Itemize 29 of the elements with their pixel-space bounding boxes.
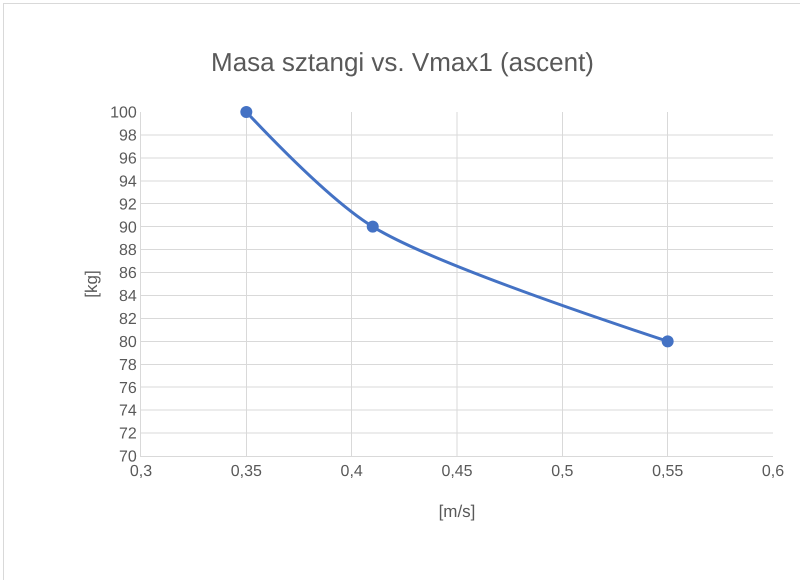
chart-title: Masa sztangi vs. Vmax1 (ascent) — [211, 46, 594, 77]
y-tick-label: 88 — [119, 242, 137, 260]
y-tick-label: 90 — [119, 219, 137, 236]
y-tick-label: 84 — [119, 288, 137, 306]
y-tick-label: 80 — [119, 334, 137, 351]
x-tick-label: 0,55 — [652, 463, 684, 480]
y-tick-label: 82 — [119, 311, 137, 328]
y-tick-label: 96 — [119, 150, 137, 168]
y-tick-label: 74 — [119, 402, 137, 420]
x-tick-label: 0,35 — [230, 463, 262, 480]
x-tick-label: 0,6 — [762, 463, 784, 480]
x-tick-label: 0,3 — [130, 463, 152, 480]
point — [240, 106, 252, 118]
y-tick-label: 70 — [119, 448, 137, 466]
x-axis-title: [m/s] — [438, 502, 476, 521]
x-tick-label: 0,4 — [340, 463, 363, 480]
y-tick-label: 100 — [110, 104, 137, 122]
y-tick-label: 72 — [119, 426, 137, 443]
y-tick-label: 94 — [119, 173, 137, 190]
point — [662, 335, 674, 348]
x-tick-label: 0,45 — [441, 463, 473, 480]
y-tick-label: 76 — [119, 380, 137, 397]
y-axis-title: [kg] — [82, 270, 101, 298]
y-tick-label: 98 — [119, 128, 137, 145]
y-tick-label: 92 — [119, 196, 137, 214]
point — [366, 220, 379, 233]
y-tick-label: 86 — [119, 265, 137, 282]
y-tick-label: 78 — [119, 356, 137, 374]
x-tick-label: 0,5 — [551, 463, 574, 480]
